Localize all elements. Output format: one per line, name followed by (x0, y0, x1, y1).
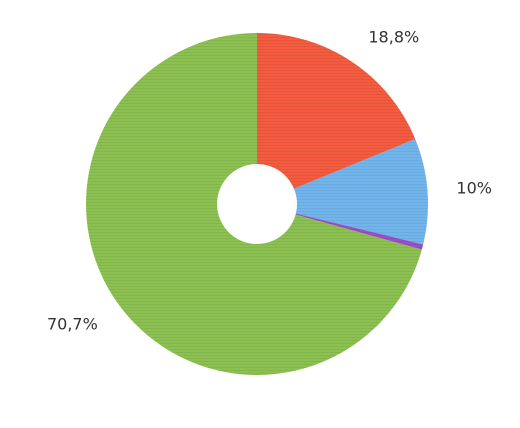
data-label: 10% (456, 178, 492, 197)
donut (85, 33, 428, 375)
slice-texture (295, 213, 424, 250)
slice-texture (294, 139, 428, 245)
data-label: 70,7% (47, 315, 98, 334)
slice-texture (257, 33, 416, 189)
slice-texture (85, 33, 422, 375)
data-label: 18,8% (368, 27, 419, 46)
